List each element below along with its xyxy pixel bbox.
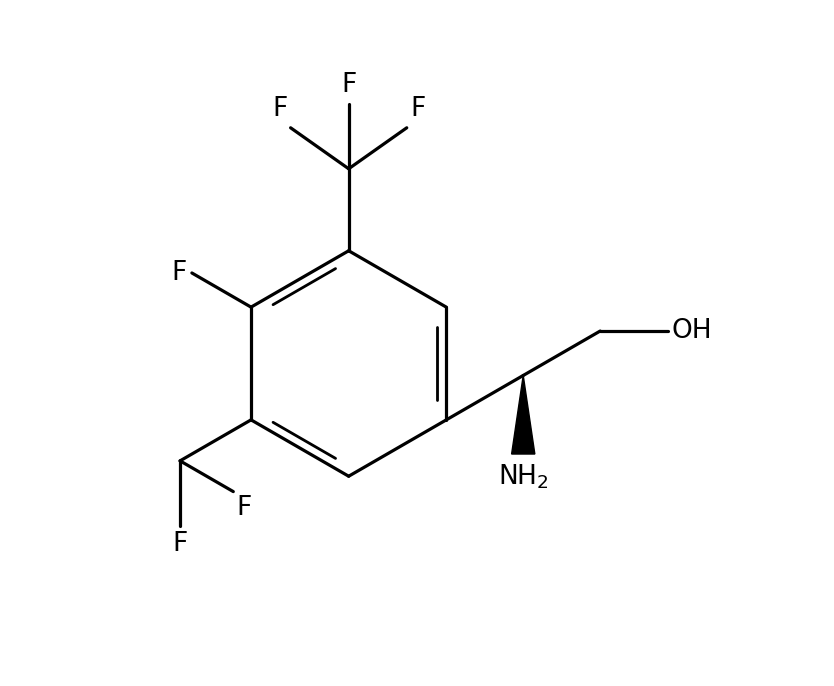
Text: F: F <box>171 260 187 286</box>
Text: F: F <box>341 73 356 98</box>
Text: NH$_2$: NH$_2$ <box>498 462 549 490</box>
Text: F: F <box>173 531 188 557</box>
Text: F: F <box>237 495 252 521</box>
Text: OH: OH <box>672 318 712 344</box>
Polygon shape <box>511 375 535 454</box>
Text: F: F <box>410 96 425 122</box>
Text: F: F <box>272 96 287 122</box>
